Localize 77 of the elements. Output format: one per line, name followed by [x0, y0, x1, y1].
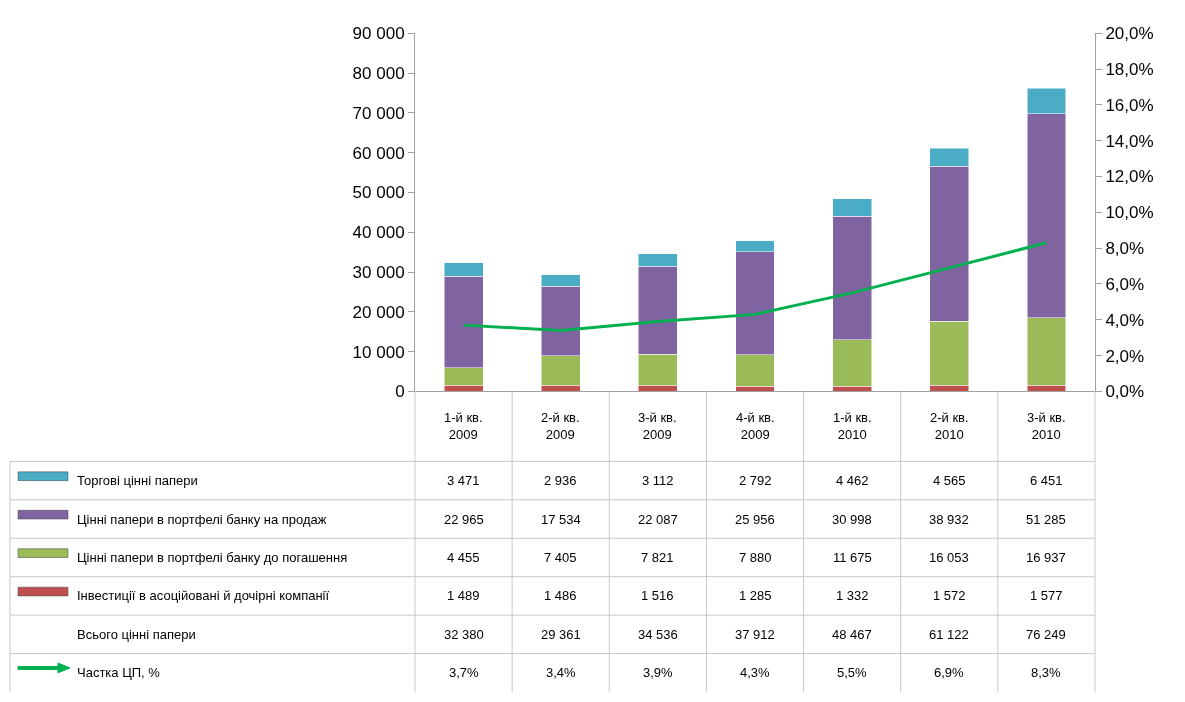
data-label: 16 937 — [1026, 550, 1066, 565]
y-tick-label: 20 000 — [352, 302, 405, 322]
data-label: 7 405 — [544, 550, 577, 565]
y2-tick-label: 12,0% — [1105, 167, 1154, 187]
y2-tick-label: 20,0% — [1105, 24, 1154, 44]
y2-tick-label: 4,0% — [1105, 310, 1145, 330]
data-label: 1 486 — [544, 588, 577, 603]
data-label: 11 675 — [833, 550, 872, 565]
text: 61 122 — [929, 627, 969, 642]
y-tick-label: 30 000 — [352, 262, 405, 282]
data-label: 8,3% — [1031, 665, 1062, 680]
x-tick-label: 3-й кв. 2009 — [638, 410, 677, 442]
data-label: 22 965 — [444, 512, 484, 527]
y-tick-label: 70 000 — [352, 103, 405, 123]
data-label: 1 516 — [641, 588, 674, 603]
x-tick-label: 2-й кв. 2009 — [541, 410, 580, 442]
data-label: 7 880 — [739, 550, 772, 565]
data-label: 22 087 — [638, 512, 678, 527]
legend-label: Цінні папери в портфелі банку на продаж — [77, 512, 327, 527]
y2-tick-label: 6,0% — [1105, 274, 1145, 294]
data-label: 2 792 — [739, 473, 772, 488]
data-label: 2 936 — [544, 473, 577, 488]
y-tick-label: 60 000 — [352, 143, 405, 163]
y-tick-label: 80 000 — [352, 64, 405, 84]
data-label: 1 489 — [447, 588, 480, 603]
y-tick-label: 40 000 — [352, 223, 405, 243]
data-label: 4 462 — [836, 473, 869, 488]
y2-tick-label: 10,0% — [1105, 203, 1154, 223]
data-label: 3,7% — [449, 665, 480, 680]
text: 37 912 — [735, 627, 775, 642]
data-label: 6,9% — [934, 665, 965, 680]
line-series — [462, 241, 1048, 332]
x-tick-label: 2-й кв. 2010 — [930, 410, 969, 442]
text: 76 249 — [1026, 627, 1066, 642]
y2-tick-label: 8,0% — [1105, 239, 1145, 259]
data-label: 4 455 — [447, 550, 480, 565]
text: 32 380 — [444, 627, 484, 642]
data-label: 3,9% — [643, 665, 674, 680]
data-label: 4,3% — [740, 665, 771, 680]
text: Всього цінні папери — [77, 627, 196, 642]
x-tick-label: 3-й кв. 2010 — [1027, 410, 1066, 442]
x-tick-label: 1-й кв. 2010 — [833, 410, 872, 442]
data-label: 7 821 — [641, 550, 674, 565]
y-tick-label: 50 000 — [352, 183, 405, 203]
text: 29 361 — [541, 627, 581, 642]
data-label: 38 932 — [929, 512, 969, 527]
x-tick-label: 1-й кв. 2009 — [444, 410, 483, 442]
data-label: 30 998 — [832, 512, 872, 527]
y-tick-label: 10 000 — [352, 342, 405, 362]
data-label: 1 332 — [836, 588, 869, 603]
legend-label: Цінні папери в портфелі банку до погашення — [77, 550, 348, 565]
data-label: 4 565 — [933, 473, 966, 488]
legend-label: Торгові цінні папери — [77, 473, 198, 488]
data-label: 1 577 — [1030, 588, 1063, 603]
data-label: 1 572 — [933, 588, 966, 603]
data-label: 3 112 — [642, 473, 674, 488]
y2-tick-label: 14,0% — [1105, 131, 1154, 151]
text: 48 467 — [832, 627, 872, 642]
data-label: 6 451 — [1030, 473, 1063, 488]
x-tick-label: 4-й кв. 2009 — [736, 410, 775, 442]
y-tick-label: 0 — [395, 382, 405, 402]
data-label: 1 285 — [739, 588, 772, 603]
text: 34 536 — [638, 627, 678, 642]
data-label: 3 471 — [447, 473, 480, 488]
data-label: 5,5% — [837, 665, 868, 680]
data-label: 17 534 — [541, 512, 581, 527]
data-label: 51 285 — [1026, 512, 1066, 527]
data-label: 25 956 — [735, 512, 775, 527]
y2-tick-label: 2,0% — [1105, 346, 1145, 366]
y2-tick-label: 0,0% — [1105, 382, 1145, 402]
data-label: 3,4% — [546, 665, 577, 680]
y2-tick-label: 18,0% — [1105, 60, 1154, 80]
y-tick-label: 90 000 — [352, 24, 405, 44]
legend-label: Частка ЦП, % — [77, 665, 161, 680]
y2-tick-label: 16,0% — [1105, 95, 1154, 115]
legend-label: Інвестиції в асоційовані й дочірні компанії — [77, 588, 330, 603]
data-label: 16 053 — [929, 550, 969, 565]
